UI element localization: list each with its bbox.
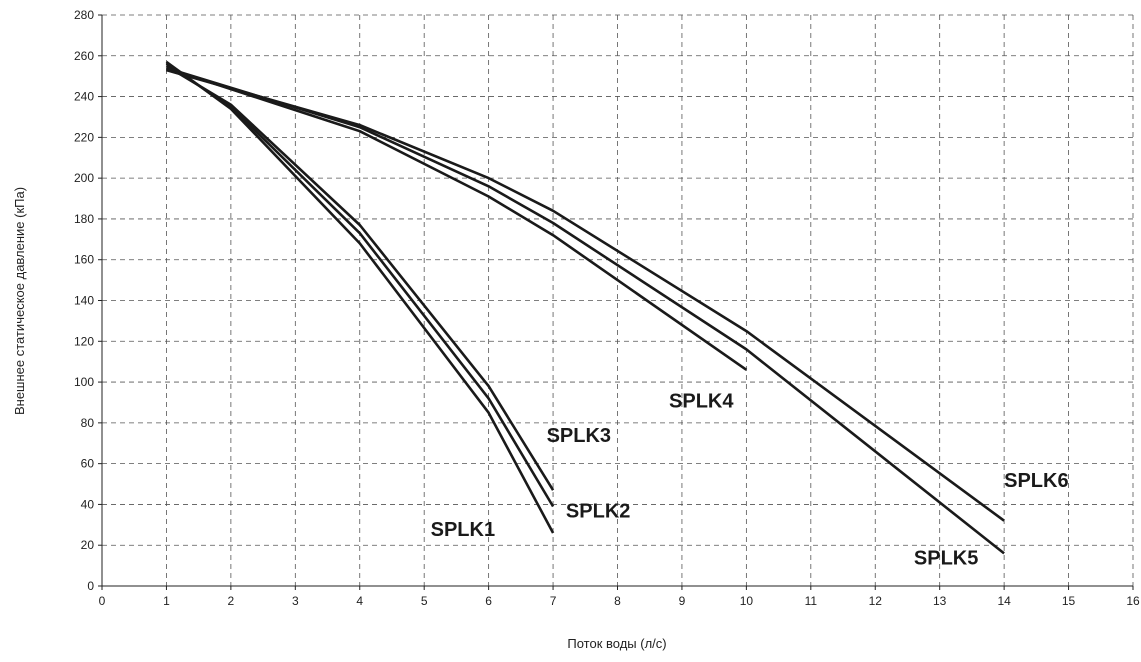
grid <box>102 14 1134 586</box>
y-tick-label: 160 <box>74 253 94 267</box>
axes: 0 1 2 3 4 5 6 7 8 9 10 11 12 13 14 15 160204060801001201… <box>74 8 1140 608</box>
series-label-splk2: SPLK2 <box>566 501 630 523</box>
x-tick-label: 5 <box>421 594 428 608</box>
series-label-splk1: SPLK1 <box>431 519 495 541</box>
x-tick-label: 15 <box>1062 594 1076 608</box>
series-label-splk6: SPLK6 <box>1004 470 1068 492</box>
x-axis-title: Поток воды (л/с) <box>567 636 666 651</box>
x-tick-label: 9 <box>679 594 686 608</box>
series-label-splk4: SPLK4 <box>669 390 734 412</box>
y-tick-label: 100 <box>74 375 94 389</box>
x-tick-label: 7 <box>550 594 557 608</box>
y-tick-label: 20 <box>81 538 95 552</box>
y-axis-title: Внешнее статическое давление (кПа) <box>12 187 27 415</box>
y-tick-label: 180 <box>74 212 94 226</box>
x-tick-label: 2 <box>228 594 235 608</box>
y-tick-label: 140 <box>74 294 94 308</box>
y-tick-label: 280 <box>74 8 94 22</box>
x-tick-label: 3 <box>292 594 299 608</box>
x-tick-label: 12 <box>869 594 883 608</box>
series-line-splk6 <box>166 68 1005 522</box>
x-tick-label: 4 <box>356 594 363 608</box>
y-tick-label: 260 <box>74 49 94 63</box>
series-label-splk3: SPLK3 <box>547 425 611 447</box>
series-labels: SPLK1 SPLK2 SPLK3 SPLK4 SPLK5 SPLK6 <box>431 390 1069 569</box>
y-tick-label: 80 <box>81 416 95 430</box>
x-tick-label: 6 <box>485 594 492 608</box>
x-tick-label: 8 <box>614 594 621 608</box>
x-tick-label: 10 <box>740 594 754 608</box>
series-line-splk5 <box>166 66 1005 555</box>
x-tick-label: 0 <box>99 594 106 608</box>
x-tick-label: 11 <box>805 594 818 608</box>
y-tick-label: 200 <box>74 171 94 185</box>
series-lines <box>165 60 1005 555</box>
y-tick-label: 120 <box>74 334 94 348</box>
y-tick-label: 240 <box>74 90 94 104</box>
x-tick-label: 13 <box>933 594 947 608</box>
y-tick-label: 0 <box>87 579 94 593</box>
y-tick-label: 40 <box>81 497 95 511</box>
x-tick-label: 14 <box>997 594 1011 608</box>
series-line-splk3 <box>165 64 555 491</box>
series-label-splk5: SPLK5 <box>914 547 978 569</box>
y-tick-label: 60 <box>81 457 95 471</box>
y-tick-label: 220 <box>74 130 94 144</box>
series-line-splk4 <box>165 66 748 371</box>
x-tick-label: 1 <box>163 594 170 608</box>
x-tick-label: 16 <box>1126 594 1140 608</box>
